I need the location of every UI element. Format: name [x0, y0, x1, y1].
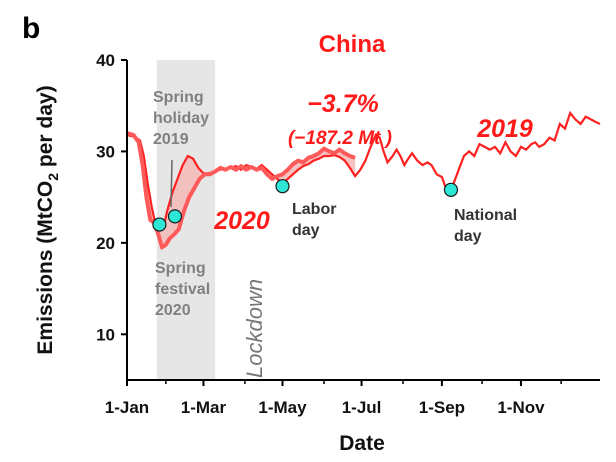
panel-letter: b [22, 12, 40, 45]
labor-day-label: Labor day [292, 201, 341, 239]
holiday-markers [152, 179, 459, 232]
holiday-marker [275, 179, 290, 194]
y-axis-label: Emissions (MtCO2 per day) [34, 85, 61, 354]
x-tick-label: 1-May [258, 398, 307, 417]
series-line-2020 [126, 131, 356, 250]
holiday-marker [443, 182, 459, 197]
holiday-marker [167, 209, 183, 224]
spring-holiday-2019-label: Spring holiday 2019 [153, 89, 213, 148]
spring-holiday-pointer [170, 159, 173, 208]
x-tick-label: 1-Nov [497, 398, 545, 417]
x-axis-label: Date [339, 432, 385, 455]
x-tick-label: 1-Sep [419, 398, 465, 417]
spring-festival-2020-label: Spring festival 2020 [155, 260, 215, 319]
label-2019: 2019 [476, 115, 533, 143]
lockdown-label: Lockdown [242, 279, 267, 378]
y-axis-ticks: 10 20 30 40 [96, 51, 127, 344]
holiday-marker [152, 217, 167, 232]
x-axis-ticks: 1-Jan 1-Mar 1-May 1-Jul 1-Sep 1-Nov [105, 380, 562, 417]
percent-change-label: −3.7% [307, 90, 379, 118]
label-2020: 2020 [213, 207, 270, 235]
y-tick-label: 20 [96, 234, 115, 253]
national-day-label: National day [454, 207, 522, 245]
x-tick-label: 1-Mar [181, 398, 227, 417]
y-tick-label: 30 [96, 142, 115, 161]
y-tick-label: 10 [96, 325, 115, 344]
chart-title: China [319, 31, 386, 58]
x-tick-label: 1-Jan [105, 398, 149, 417]
mt-change-label: (−187.2 Mt ) [288, 128, 392, 149]
x-tick-label: 1-Jul [342, 398, 382, 417]
y-tick-label: 40 [96, 51, 115, 70]
